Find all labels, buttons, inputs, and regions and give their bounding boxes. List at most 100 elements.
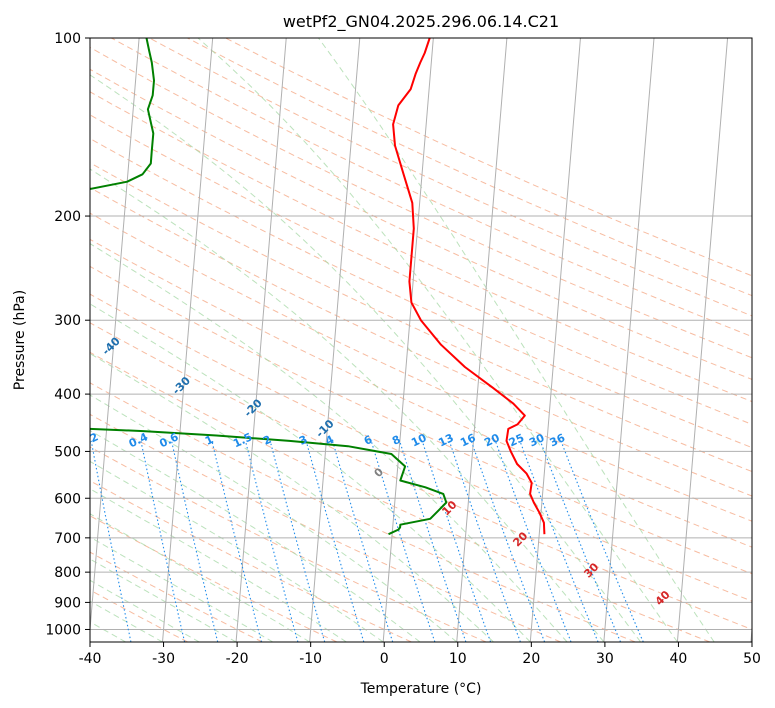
mixing-ratio-label: 6: [362, 433, 375, 448]
mixing-ratio-label: 36: [548, 431, 568, 449]
mixing-ratio-line: [332, 440, 394, 642]
isotherm-line: [382, 38, 434, 642]
mixing-ratio-line: [305, 440, 365, 642]
dry-adiabat-line: [90, 293, 752, 602]
y-tick-label: 200: [54, 209, 81, 225]
x-axis-label: Temperature (°C): [360, 681, 482, 697]
y-tick-label: 500: [54, 444, 81, 460]
isotherm-line: [309, 38, 361, 642]
moist-adiabat-label: 40: [653, 588, 673, 608]
moist-adiabat-line: [90, 303, 531, 642]
mixing-ratio-line: [421, 440, 492, 642]
temperature-line: [392, 38, 546, 535]
dry-adiabat-line: [90, 446, 487, 642]
mixing-ratio-line: [539, 440, 622, 642]
mixing-ratio-line: [211, 440, 263, 642]
mixing-ratio-label: 20: [482, 431, 502, 449]
mixing-ratio-line: [140, 440, 186, 642]
mixing-ratio-line: [399, 440, 467, 642]
y-tick-label: 300: [54, 313, 81, 329]
moist-adiabat-line: [90, 460, 384, 642]
isotherm-line: [529, 38, 581, 642]
x-tick-label: 40: [670, 651, 688, 667]
mixing-ratio-line: [560, 440, 644, 642]
x-tick-label: -10: [299, 651, 322, 667]
dry-adiabat-line: [90, 322, 752, 631]
moist-adiabat-line: [90, 558, 237, 642]
mixing-ratio-line: [269, 440, 326, 642]
background-grid: [90, 38, 752, 642]
dry-adiabat-line: [90, 265, 752, 575]
mixing-ratio-line: [448, 440, 521, 642]
y-axis: 100 200 300 400 500 600 700 800 900 1000: [45, 31, 90, 638]
y-tick-label: 100: [54, 31, 81, 47]
mixing-ratio-line: [470, 440, 546, 642]
chart-title: wetPf2_GN04.2025.296.06.14.C21: [283, 12, 559, 32]
dry-adiabat-line: [90, 46, 752, 359]
dewpoint-line: [90, 38, 448, 536]
mixing-ratio-label: 10: [409, 431, 429, 449]
mixing-ratio-label: 0.4: [127, 430, 150, 450]
moist-adiabat-line: [90, 536, 274, 642]
y-tick-label: 1000: [45, 622, 81, 638]
y-tick-label: 700: [54, 531, 81, 547]
moist-adiabat-label: 20: [510, 529, 530, 549]
mixing-ratio-label: 0.1: [31, 430, 54, 450]
moist-adiabat-line: [90, 488, 347, 642]
moist-adiabat-line: [90, 579, 200, 642]
y-tick-label: 400: [54, 387, 81, 403]
dry-adiabat-label: -50: [30, 292, 53, 315]
dry-adiabat-line: [90, 351, 710, 642]
mixing-ratio-line: [171, 440, 219, 642]
isotherm-line: [456, 38, 508, 642]
dry-adiabat-line: [90, 515, 338, 642]
dry-adiabat-line: [90, 162, 752, 473]
x-axis: -40 -30 -20 -10 0 10 20 30 40 50: [79, 642, 761, 667]
moist-adiabat-line: [90, 243, 568, 642]
moist-adiabat-line: [90, 513, 310, 642]
dry-adiabat-line: [90, 551, 263, 642]
moist-adiabat-line: [90, 429, 421, 642]
dry-adiabat-line: [90, 212, 752, 522]
plot-frame: [89, 37, 753, 643]
isotherm-line: [235, 38, 287, 642]
mixing-ratio-label: 0.2: [77, 430, 100, 450]
isotherm-line: [750, 623, 752, 642]
dry-adiabat-line: [90, 413, 561, 642]
isotherm-line: [90, 38, 140, 636]
mixing-ratio-label: 16: [458, 431, 478, 449]
x-tick-label: 50: [743, 651, 761, 667]
dry-adiabat-line: [90, 589, 188, 642]
dry-adiabat-line: [90, 91, 752, 403]
x-tick-label: -30: [152, 651, 175, 667]
dry-adiabat-line: [90, 187, 752, 497]
isotherm-line: [603, 38, 655, 642]
mixing-ratio-label: 30: [527, 431, 547, 449]
moist-adiabat-line: [90, 168, 605, 642]
dry-adiabat-line: [225, 38, 752, 277]
dry-adiabat-line: [90, 68, 752, 380]
mixing-ratio-label: 13: [436, 431, 455, 449]
moist-adiabat-line: [90, 394, 458, 642]
mixing-ratio-label: 1.5: [231, 430, 254, 450]
dry-adiabat-line: [90, 238, 752, 548]
x-tick-label: 30: [596, 651, 614, 667]
dry-adiabat-line: [187, 38, 752, 297]
mixing-ratio-line: [90, 440, 132, 642]
y-tick-label: 900: [54, 595, 81, 611]
mixing-ratio-line: [244, 440, 299, 642]
x-tick-label: -40: [79, 651, 102, 667]
y-tick-label: 800: [54, 565, 81, 581]
dry-adiabat-line: [149, 38, 752, 317]
y-tick-label: 600: [54, 491, 81, 507]
dry-adiabat-label: -20: [242, 396, 265, 419]
moist-adiabat-label: 10: [439, 498, 459, 518]
y-axis-label: Pressure (hPa): [12, 290, 28, 390]
x-tick-label: 10: [449, 651, 467, 667]
moist-adiabat-line: [318, 38, 715, 642]
dry-adiabat-line: [90, 480, 412, 642]
x-tick-label: -20: [226, 651, 249, 667]
moist-adiabat-label: 30: [581, 560, 601, 580]
x-tick-label: 20: [522, 651, 540, 667]
moist-adiabat-line: [90, 352, 494, 642]
